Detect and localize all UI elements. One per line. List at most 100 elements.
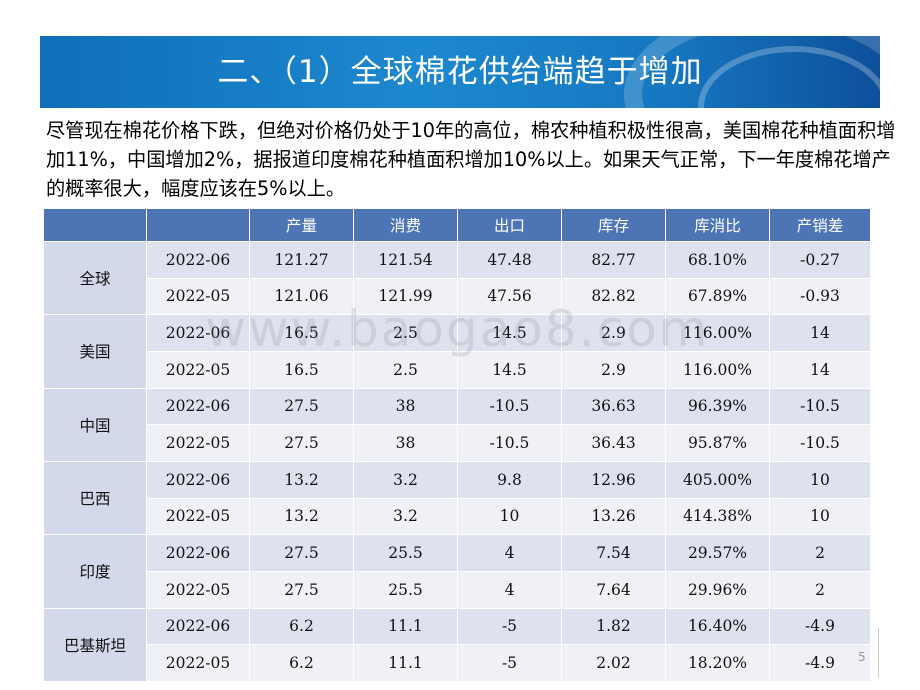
value-cell: 3.2 <box>353 460 458 499</box>
slide-title: 二、（1）全球棉花供给端趋于增加 <box>217 54 703 90</box>
date-cell: 2022-05 <box>146 350 250 389</box>
date-cell: 2022-05 <box>146 497 250 536</box>
value-cell: 7.64 <box>561 570 666 609</box>
column-header: 库存 <box>561 208 666 242</box>
value-cell: 96.39% <box>665 387 770 426</box>
value-cell: 116.00% <box>665 314 770 352</box>
date-cell: 2022-06 <box>146 314 250 352</box>
value-cell: 11.1 <box>353 607 458 646</box>
value-cell: 6.2 <box>249 644 354 682</box>
column-header: 产销差 <box>769 208 871 242</box>
table-row: 2022-05 16.5 2.5 14.5 2.9 116.00% 14 <box>44 350 871 389</box>
value-cell: 4 <box>457 534 562 572</box>
value-cell: -4.9 <box>769 644 871 682</box>
value-cell: 13.2 <box>249 497 354 536</box>
value-cell: 121.99 <box>353 277 458 316</box>
table-row: 2022-05 121.06 121.99 47.56 82.82 67.89% -0.93 <box>44 277 871 316</box>
column-header <box>146 208 250 242</box>
date-cell: 2022-06 <box>146 607 250 646</box>
table-row: 全球 2022-06 121.27 121.54 47.48 82.77 68.10% -0.… <box>43 240 871 316</box>
page-number: 5 <box>858 650 866 664</box>
region-cell: 美国 <box>43 314 147 389</box>
value-cell: 2.5 <box>353 350 458 389</box>
value-cell: 121.06 <box>249 277 354 316</box>
value-cell: 14.5 <box>457 350 562 389</box>
table-row: 2022-05 27.5 25.5 4 7.64 29.96% 2 <box>44 570 871 609</box>
value-cell: 38 <box>353 387 458 426</box>
date-cell: 2022-06 <box>146 534 250 572</box>
region-cell: 中国 <box>43 387 147 462</box>
date-cell: 2022-06 <box>146 460 250 499</box>
value-cell: -0.93 <box>769 277 871 316</box>
region-cell: 巴西 <box>43 460 147 536</box>
title-banner: 二、（1）全球棉花供给端趋于增加 <box>40 36 880 108</box>
value-cell: -5 <box>457 644 562 682</box>
value-cell: 121.27 <box>249 241 354 279</box>
value-cell: 16.40% <box>665 607 770 646</box>
value-cell: -0.27 <box>769 241 871 279</box>
value-cell: 36.63 <box>561 387 666 426</box>
value-cell: 13.26 <box>561 497 666 536</box>
column-header: 产量 <box>249 208 354 242</box>
value-cell: 27.5 <box>249 570 354 609</box>
value-cell: 27.5 <box>249 534 354 572</box>
value-cell: 116.00% <box>665 350 770 389</box>
value-cell: 27.5 <box>249 424 354 462</box>
value-cell: 47.56 <box>457 277 562 316</box>
value-cell: 7.54 <box>561 534 666 572</box>
table-row: 2022-05 27.5 38 -10.5 36.43 95.87% -10.5 <box>44 424 871 462</box>
value-cell: 68.10% <box>665 241 770 279</box>
value-cell: 2.9 <box>561 314 666 352</box>
value-cell: 67.89% <box>665 277 770 316</box>
value-cell: -4.9 <box>769 607 871 646</box>
intro-paragraph: 尽管现在棉花价格下跌，但绝对价格仍处于10年的高位，棉农种植积极性很高，美国棉花… <box>46 119 896 200</box>
table-body: 全球 2022-06 121.27 121.54 47.48 82.77 68.10% -0.… <box>43 240 871 683</box>
table-row: 2022-05 6.2 11.1 -5 2.02 18.20% -4.9 <box>44 644 871 682</box>
value-cell: -10.5 <box>457 387 562 426</box>
column-header <box>43 208 147 242</box>
column-header: 库消比 <box>665 208 770 242</box>
value-cell: 14 <box>769 314 871 352</box>
value-cell: 47.48 <box>457 241 562 279</box>
value-cell: 6.2 <box>249 607 354 646</box>
value-cell: 14 <box>769 350 871 389</box>
table-row: 印度 2022-06 27.5 25.5 4 7.54 29.57% 2 <box>43 534 871 609</box>
region-cell: 全球 <box>43 240 147 316</box>
table-row: 2022-05 13.2 3.2 10 13.26 414.38% 10 <box>44 497 871 536</box>
value-cell: 405.00% <box>665 460 770 499</box>
value-cell: 36.43 <box>561 424 666 462</box>
value-cell: 29.57% <box>665 534 770 572</box>
table-row: 美国 2022-06 16.5 2.5 14.5 2.9 116.00% 14 <box>43 314 871 389</box>
value-cell: 9.8 <box>457 460 562 499</box>
date-cell: 2022-06 <box>146 241 250 279</box>
value-cell: 4 <box>457 570 562 609</box>
value-cell: 2 <box>769 570 871 609</box>
value-cell: -10.5 <box>769 387 871 426</box>
value-cell: -5 <box>457 607 562 646</box>
value-cell: 2.02 <box>561 644 666 682</box>
divider <box>878 628 879 678</box>
value-cell: 13.2 <box>249 460 354 499</box>
value-cell: 82.77 <box>561 241 666 279</box>
region-cell: 印度 <box>43 534 147 609</box>
value-cell: 14.5 <box>457 314 562 352</box>
table-header-row: 产量 消费 出口 库存 库消比 产销差 <box>43 208 871 242</box>
region-cell: 巴基斯坦 <box>43 607 147 683</box>
value-cell: 18.20% <box>665 644 770 682</box>
value-cell: -10.5 <box>457 424 562 462</box>
value-cell: 1.82 <box>561 607 666 646</box>
date-cell: 2022-05 <box>146 424 250 462</box>
value-cell: 27.5 <box>249 387 354 426</box>
value-cell: 25.5 <box>353 534 458 572</box>
table-row: 巴西 2022-06 13.2 3.2 9.8 12.96 405.00% 10 <box>43 460 871 536</box>
value-cell: 11.1 <box>353 644 458 682</box>
value-cell: 10 <box>457 497 562 536</box>
date-cell: 2022-05 <box>146 277 250 316</box>
value-cell: 82.82 <box>561 277 666 316</box>
value-cell: 2 <box>769 534 871 572</box>
value-cell: 38 <box>353 424 458 462</box>
value-cell: 414.38% <box>665 497 770 536</box>
value-cell: 25.5 <box>353 570 458 609</box>
value-cell: 2.5 <box>353 314 458 352</box>
value-cell: 10 <box>769 460 871 499</box>
